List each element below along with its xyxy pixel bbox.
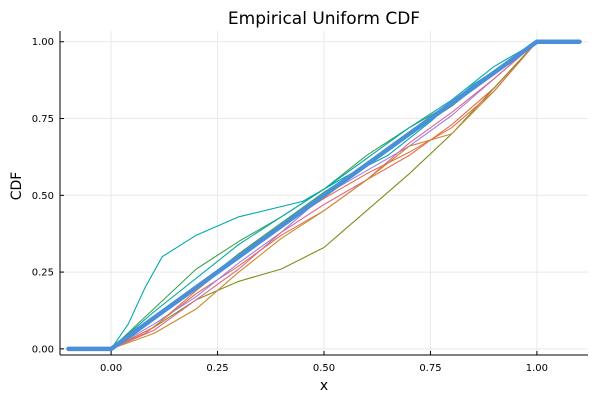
- x-tick-label: 0.25: [206, 363, 228, 374]
- empirical-cdf-line: [68, 41, 580, 350]
- empirical-cdf-line: [68, 41, 580, 350]
- grid: [60, 31, 588, 355]
- x-tick-label: 0.00: [100, 363, 122, 374]
- axes: 0.00 0.25 0.50 0.75 1.00 0.00 0.25 0.50 0.75 1.00: [32, 31, 588, 374]
- chart-title: Empirical Uniform CDF: [228, 9, 420, 29]
- y-tick-label: 0.75: [32, 114, 54, 125]
- x-tick-label: 1.00: [526, 363, 548, 374]
- y-axis-title: CDF: [9, 172, 25, 201]
- y-tick-label: 0.25: [32, 268, 54, 279]
- y-tick-label: 1.00: [32, 37, 54, 48]
- empirical-cdf-line: [68, 41, 580, 350]
- reference-cdf-line: [66, 39, 582, 352]
- y-tick-label: 0.00: [32, 344, 54, 355]
- y-tick-label: 0.50: [32, 191, 54, 202]
- x-tick-label: 0.75: [419, 363, 441, 374]
- empirical-cdf-line: [68, 41, 580, 350]
- x-tick-label: 0.50: [313, 363, 335, 374]
- series-lines: [66, 39, 582, 352]
- x-axis-title: x: [320, 378, 328, 394]
